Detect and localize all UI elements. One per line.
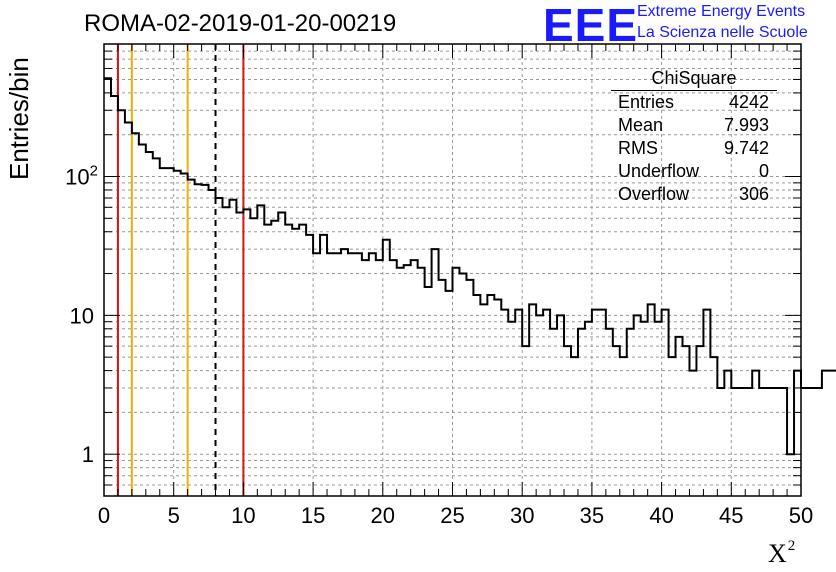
stats-value: 4242 — [728, 92, 769, 112]
run-title: ROMA-02-2019-01-20-00219 — [84, 10, 397, 37]
x-axis-label-exponent: 2 — [787, 538, 796, 554]
x-tick-label: 25 — [440, 503, 464, 528]
stats-title: ChiSquare — [611, 66, 777, 91]
reference-lines — [116, 44, 245, 496]
y-tick-label: 102 — [65, 162, 98, 189]
stats-key: RMS — [618, 138, 658, 158]
x-tick-label: 35 — [580, 503, 604, 528]
x-tick-label: 30 — [510, 503, 534, 528]
stats-value: 0 — [758, 161, 769, 181]
stats-value: 9.742 — [723, 138, 769, 158]
x-tick-label: 50 — [789, 503, 813, 528]
logo-line-1: Extreme Energy Events — [637, 3, 806, 20]
stats-value: 306 — [738, 184, 769, 204]
x-tick-label: 45 — [719, 503, 743, 528]
stats-value: 7.993 — [723, 115, 769, 135]
stats-key: Overflow — [618, 184, 690, 204]
x-tick-label: 0 — [98, 503, 110, 528]
y-tick-label: 10 — [70, 303, 94, 328]
x-tick-label: 15 — [301, 503, 325, 528]
stats-row: RMS 9.742 — [611, 137, 777, 160]
x-tick-label: 5 — [168, 503, 180, 528]
y-axis-label: Entries/bin — [4, 57, 34, 180]
x-axis-label: X2 — [768, 538, 795, 569]
logo-line-2: La Scienza nelle Scuole — [637, 24, 808, 41]
eee-logo-mark: EEE — [543, 0, 639, 51]
stats-row: Underflow 0 — [611, 160, 777, 183]
stats-row: Overflow 306 — [611, 183, 777, 206]
x-tick-label: 10 — [231, 503, 255, 528]
axis-tick-labels: 0 5 10 15 20 25 30 35 40 45 50 1 10 102 — [65, 162, 813, 528]
stats-key: Underflow — [618, 161, 700, 181]
stats-key: Entries — [618, 92, 675, 112]
stats-key: Mean — [618, 115, 664, 135]
x-tick-label: 40 — [649, 503, 673, 528]
y-tick-label: 1 — [82, 442, 94, 467]
stats-row: Entries 4242 — [611, 91, 777, 114]
histogram-step-line — [104, 77, 836, 456]
stats-row: Mean 7.993 — [611, 114, 777, 137]
stats-box: ChiSquare Entries 4242 Mean 7.993 RMS 9.742… — [611, 66, 777, 206]
axis-ticks — [103, 43, 802, 497]
x-tick-label: 20 — [371, 503, 395, 528]
x-axis-label-base: X — [768, 539, 787, 568]
